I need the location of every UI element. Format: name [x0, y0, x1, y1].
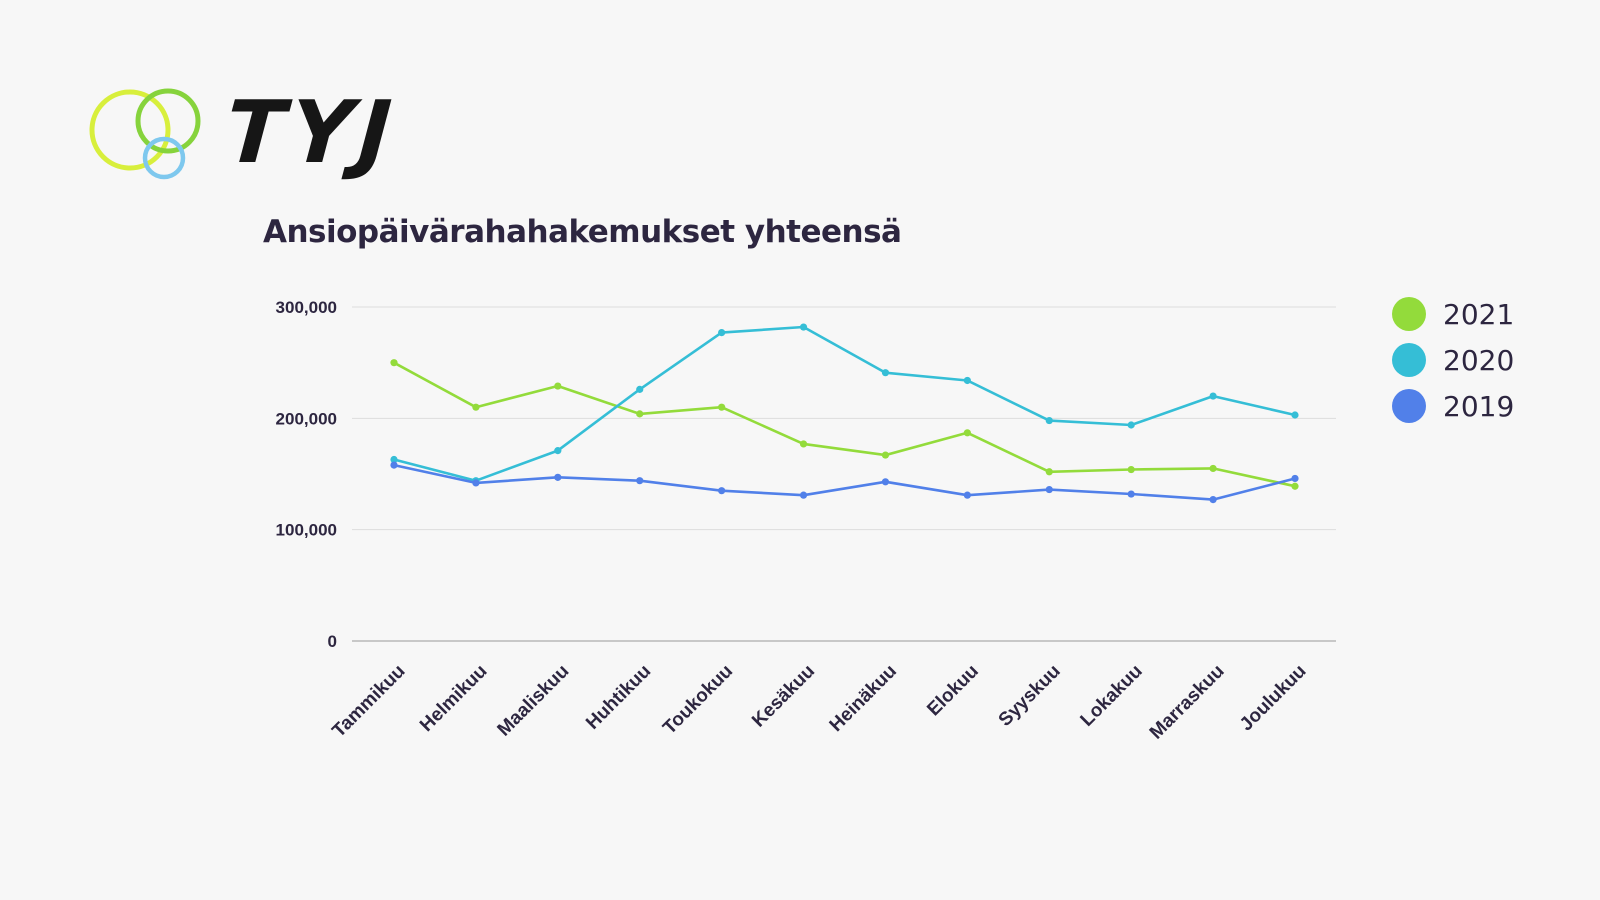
y-tick-label: 100,000 — [276, 521, 337, 540]
data-point-2019 — [963, 491, 971, 499]
data-point-2021 — [636, 410, 644, 418]
series-line-2019 — [392, 463, 1297, 501]
data-point-2019 — [1127, 490, 1135, 498]
x-tick-label: Marraskuu — [1146, 661, 1229, 744]
data-point-2020 — [636, 385, 644, 393]
data-point-2021 — [390, 359, 398, 367]
data-point-2021 — [554, 382, 562, 390]
legend-swatch-2020 — [1392, 343, 1426, 377]
data-point-2021 — [1045, 468, 1053, 476]
data-point-2019 — [636, 477, 644, 485]
x-tick-label: Syyskuu — [995, 661, 1065, 731]
data-point-2020 — [1209, 392, 1217, 400]
data-point-2020 — [1045, 416, 1053, 425]
x-tick-label: Kesäkuu — [748, 661, 819, 732]
data-point-2020 — [390, 455, 398, 464]
legend-label-2021: 2021 — [1443, 298, 1514, 331]
x-tick-label: Helmikuu — [416, 661, 491, 736]
logo-ring-green — [135, 88, 201, 154]
x-tick-label: Lokakuu — [1077, 661, 1147, 731]
data-point-2021 — [1209, 464, 1217, 473]
tyj-logo — [89, 88, 201, 180]
data-point-2021 — [472, 403, 480, 411]
chart-title: Ansiopäivärahahakemukset yhteensä — [263, 214, 902, 250]
legend-swatch-2019 — [1392, 389, 1426, 423]
x-tick-label: Joulukuu — [1236, 661, 1311, 736]
x-tick-label: Elokuu — [923, 661, 983, 721]
legend-label-2019: 2019 — [1443, 390, 1514, 423]
data-point-2019 — [799, 491, 808, 499]
x-tick-label: Tammikuu — [328, 661, 409, 742]
data-point-2019 — [881, 478, 890, 486]
grid — [352, 306, 1336, 642]
data-point-2021 — [1291, 482, 1299, 490]
data-point-2021 — [799, 440, 808, 448]
data-point-2020 — [799, 323, 808, 331]
data-point-2020 — [881, 369, 890, 377]
legend: 2021 2020 2019 — [1392, 297, 1514, 423]
data-point-2019 — [390, 461, 398, 469]
data-point-2019 — [718, 487, 726, 495]
y-tick-label: 0 — [328, 632, 337, 651]
data-point-2021 — [963, 429, 971, 437]
data-point-2019 — [1209, 496, 1217, 504]
x-axis-labels: Tammikuu Helmikuu Maaliskuu Huhtikuu Toukoku… — [328, 661, 1310, 744]
logo-ring-blue — [142, 136, 186, 180]
data-point-2020 — [1127, 421, 1135, 429]
data-point-2020 — [718, 329, 726, 337]
x-tick-label: Maaliskuu — [494, 661, 574, 741]
data-point-2019 — [1045, 485, 1053, 494]
x-tick-label: Heinäkuu — [826, 661, 901, 736]
data-point-2020 — [963, 376, 971, 385]
legend-label-2020: 2020 — [1443, 344, 1514, 377]
data-point-2020 — [1291, 411, 1299, 419]
data-point-2020 — [554, 447, 562, 455]
data-point-2021 — [1127, 465, 1135, 474]
series-line-2021 — [392, 361, 1297, 488]
series-line-2020 — [392, 325, 1297, 483]
series-lines — [390, 323, 1299, 504]
logo-ring-lime — [89, 89, 171, 171]
legend-swatch-2021 — [1392, 297, 1426, 331]
data-point-2021 — [881, 451, 890, 459]
data-point-2019 — [1291, 474, 1299, 483]
y-tick-label: 300,000 — [276, 298, 337, 317]
x-tick-label: Huhtikuu — [582, 661, 655, 734]
y-tick-label: 200,000 — [276, 409, 337, 428]
data-point-2021 — [718, 403, 726, 411]
data-point-2019 — [472, 479, 480, 487]
x-tick-label: Toukokuu — [659, 661, 737, 739]
y-axis-labels: 0 100,000 200,000 300,000 — [276, 298, 337, 651]
data-point-2019 — [554, 473, 562, 481]
